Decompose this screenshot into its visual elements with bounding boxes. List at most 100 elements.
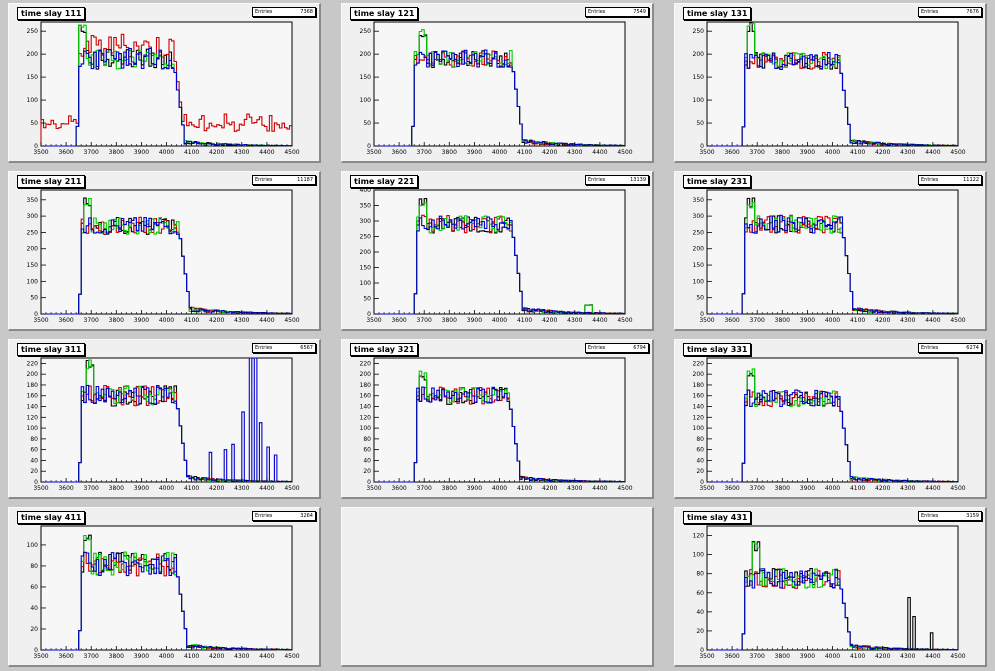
- x-tick-label: 3800: [109, 485, 124, 492]
- y-tick-label: 350: [27, 197, 39, 204]
- y-tick-label: 220: [360, 360, 372, 367]
- x-tick-label: 4500: [950, 149, 965, 156]
- x-tick-label: 3500: [366, 149, 381, 156]
- x-tick-label: 3600: [58, 149, 73, 156]
- x-tick-label: 3500: [366, 485, 381, 492]
- y-tick-label: 80: [30, 563, 38, 570]
- plot-frame: [706, 189, 959, 315]
- y-tick-label: 40: [696, 609, 704, 616]
- plot-frame: [40, 525, 293, 651]
- series-line-4: [41, 47, 292, 147]
- stats-label: Entries: [255, 9, 273, 15]
- x-tick-label: 3900: [467, 317, 482, 324]
- pad-2: 3500 3600 3700 3800 3900 4000 4100 4200 4300 4400…: [341, 3, 654, 163]
- stats-entries-value: 7549: [633, 9, 646, 15]
- x-tick-label: 4100: [850, 149, 865, 156]
- x-tick-label: 3700: [84, 653, 99, 660]
- plot-frame: [40, 189, 293, 315]
- x-tick-label: 3700: [417, 149, 432, 156]
- series-line-4: [707, 389, 958, 483]
- x-tick-label: 4100: [517, 149, 532, 156]
- x-tick-label: 4500: [284, 149, 299, 156]
- plot-frame: [373, 21, 626, 147]
- y-tick-label: 350: [693, 197, 705, 204]
- x-tick-label: 3600: [391, 485, 406, 492]
- y-tick-label: 150: [27, 74, 39, 81]
- y-tick-label: 80: [30, 436, 38, 443]
- x-tick-label: 4400: [925, 653, 940, 660]
- y-tick-label: 20: [30, 468, 38, 475]
- stats-label: Entries: [588, 177, 606, 183]
- stats-entries-value: 7676: [966, 9, 979, 15]
- x-tick-label: 4300: [234, 317, 249, 324]
- pad-title: time slay 431: [683, 511, 752, 524]
- y-tick-label: 160: [693, 393, 705, 400]
- series-line-4: [707, 52, 958, 147]
- y-tick-label: 40: [363, 457, 371, 464]
- stats-box: Entries 11122: [918, 175, 982, 185]
- histogram-plot: 3500 3600 3700 3800 3900 4000 4100 4200 4300 4400…: [27, 189, 300, 324]
- plot-frame: [706, 21, 959, 147]
- x-tick-label: 3600: [58, 485, 73, 492]
- stats-box: Entries 6274: [918, 343, 982, 353]
- series-line-4: [41, 551, 292, 651]
- y-tick-label: 50: [30, 295, 38, 302]
- y-tick-label: 20: [696, 468, 704, 475]
- pad-title: time slay 211: [17, 175, 86, 188]
- x-tick-label: 3900: [800, 149, 815, 156]
- series-line-4: [41, 217, 292, 315]
- y-tick-label: 200: [360, 371, 372, 378]
- x-tick-label: 3600: [391, 149, 406, 156]
- y-tick-label: 60: [363, 447, 371, 454]
- plot-frame: [40, 357, 293, 483]
- y-tick-label: 180: [27, 382, 39, 389]
- y-tick-label: 220: [693, 360, 705, 367]
- x-tick-label: 4100: [517, 317, 532, 324]
- pad-12: 3500 3600 3700 3800 3900 4000 4100 4200 4300 4400…: [674, 507, 987, 667]
- y-tick-label: 100: [27, 278, 39, 285]
- x-tick-label: 4500: [284, 317, 299, 324]
- y-tick-label: 0: [34, 647, 38, 654]
- y-tick-label: 0: [34, 311, 38, 318]
- pad-title: time slay 311: [17, 343, 86, 356]
- y-tick-label: 120: [693, 533, 705, 540]
- stats-entries-value: 3159: [966, 513, 979, 519]
- y-tick-label: 150: [360, 265, 372, 272]
- x-tick-label: 3700: [750, 653, 765, 660]
- x-tick-label: 3900: [467, 149, 482, 156]
- x-tick-label: 4400: [592, 485, 607, 492]
- y-tick-label: 0: [700, 647, 704, 654]
- x-tick-label: 3600: [724, 653, 739, 660]
- pad-title: time slay 321: [350, 343, 419, 356]
- x-tick-label: 4400: [259, 653, 274, 660]
- x-tick-label: 4500: [950, 653, 965, 660]
- y-tick-label: 0: [34, 479, 38, 486]
- stats-entries-value: 6274: [966, 345, 979, 351]
- x-tick-label: 4400: [592, 149, 607, 156]
- y-tick-label: 120: [27, 414, 39, 421]
- pad-8: 3500 3600 3700 3800 3900 4000 4100 4200 4300 4400…: [341, 339, 654, 499]
- stats-label: Entries: [588, 345, 606, 351]
- x-tick-label: 3800: [109, 653, 124, 660]
- y-tick-label: 200: [27, 371, 39, 378]
- y-tick-label: 0: [367, 311, 371, 318]
- x-tick-label: 3800: [442, 317, 457, 324]
- y-tick-label: 200: [27, 246, 39, 253]
- y-tick-label: 350: [360, 203, 372, 210]
- pad-title: time slay 231: [683, 175, 752, 188]
- stats-entries-value: 13139: [630, 177, 646, 183]
- series-line-4: [374, 215, 625, 315]
- x-tick-label: 4300: [234, 149, 249, 156]
- y-tick-label: 100: [360, 425, 372, 432]
- y-tick-label: 250: [360, 28, 372, 35]
- x-tick-label: 4500: [284, 653, 299, 660]
- y-tick-label: 200: [693, 246, 705, 253]
- x-tick-label: 3700: [750, 485, 765, 492]
- y-tick-label: 250: [360, 234, 372, 241]
- x-tick-label: 4500: [950, 317, 965, 324]
- pad-title: time slay 111: [17, 7, 86, 20]
- x-tick-label: 4400: [592, 317, 607, 324]
- x-tick-label: 3900: [467, 485, 482, 492]
- x-tick-label: 4400: [259, 317, 274, 324]
- y-tick-label: 140: [693, 404, 705, 411]
